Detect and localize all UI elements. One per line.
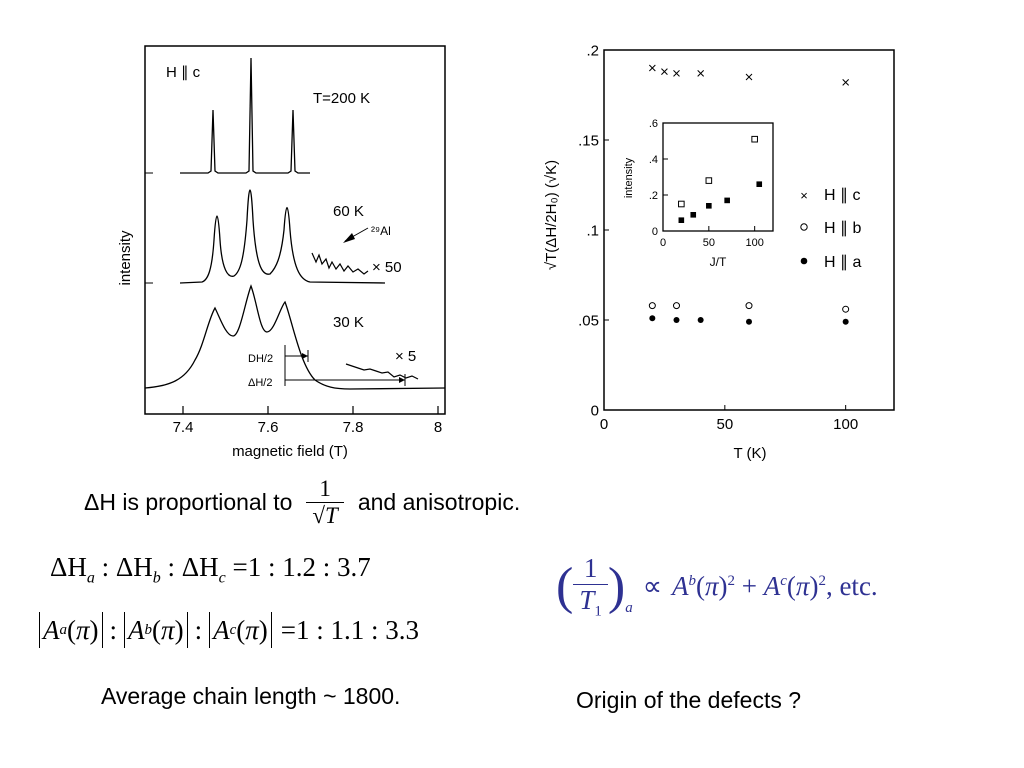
y-axis-label: intensity bbox=[117, 230, 134, 286]
inset-frame bbox=[662, 122, 774, 232]
statement-suffix: and anisotropic. bbox=[357, 488, 521, 515]
x-axis-label: T (K) bbox=[733, 445, 766, 462]
relaxation-rate-formula: ( 1 T1 ) a ∝ Ab(π)2 + Ac(π)2 , etc. bbox=[556, 553, 878, 620]
inset-data-point bbox=[751, 135, 758, 143]
legend: × H ∥ c H ∥ b H ∥ a bbox=[800, 187, 861, 271]
statement-prefix: ΔH is proportional to bbox=[84, 488, 293, 515]
main-y-tick-label: .1 bbox=[586, 222, 599, 239]
legend-label-b: H ∥ b bbox=[824, 220, 861, 237]
main-data-point bbox=[745, 73, 753, 81]
main-x-tick-label: 50 bbox=[716, 416, 733, 433]
inset-data-point bbox=[678, 200, 685, 208]
main-y-tick-label: .15 bbox=[578, 132, 599, 149]
magnification-label: × 50 bbox=[372, 259, 402, 276]
main-data-point bbox=[697, 70, 705, 77]
linewidth-figure: √T(ΔH/2H₀) (√K) T (K) 0.05.1.15.20 50 100 … bbox=[543, 42, 895, 462]
main-y-tick-label: .2 bbox=[586, 42, 599, 59]
origin-question: Origin of the defects ? bbox=[576, 687, 802, 713]
main-data-point bbox=[697, 317, 704, 323]
ratio-symbols: ΔHa : ΔHb : ΔHc bbox=[50, 552, 226, 587]
main-data-point bbox=[842, 79, 850, 86]
x-tick-label: 7.6 bbox=[258, 419, 279, 436]
spectrum-60k-magnified bbox=[311, 252, 369, 275]
ratio-dh-values: =1 : 1.2 : 3.7 bbox=[232, 552, 371, 582]
one-over-sqrt-t: 1 √T bbox=[306, 476, 344, 529]
legend-symbol-c: × bbox=[800, 188, 808, 203]
isotope-arrow-head bbox=[343, 233, 355, 243]
main-data-point bbox=[661, 68, 668, 75]
inset-y-tick-label: 0 bbox=[652, 226, 658, 238]
inset-x-tick-label: 0 bbox=[660, 237, 666, 249]
legend-label-a: H ∥ a bbox=[824, 254, 861, 271]
spectrum-label-60k: 60 K bbox=[333, 203, 364, 220]
x-tick-label: 7.8 bbox=[343, 419, 364, 436]
fraction-denominator: √T bbox=[312, 502, 338, 528]
inset-y-tick-label: .2 bbox=[649, 190, 658, 202]
main-x-tick-label: 100 bbox=[833, 416, 858, 433]
nmr-spectra-figure: 7.4 7.6 7.8 8 magnetic field (T) intensi… bbox=[117, 45, 446, 460]
spectrum-label-30k: 30 K bbox=[333, 314, 364, 331]
main-data-point bbox=[648, 64, 656, 72]
main-data-point bbox=[649, 315, 656, 322]
delta-h-label: ΔH/2 bbox=[248, 377, 272, 389]
spectrum-60k bbox=[179, 189, 386, 284]
main-data-point bbox=[673, 317, 680, 323]
inset-data-point bbox=[690, 212, 697, 218]
inset-x-tick-label: 50 bbox=[703, 237, 715, 249]
inset-data-point bbox=[705, 177, 713, 184]
legend-symbol-a bbox=[800, 257, 808, 265]
inset-y-tick-label: .4 bbox=[649, 154, 658, 166]
spectrum-30k-magnified bbox=[345, 363, 419, 380]
main-data-point bbox=[842, 318, 849, 325]
dh-arrow-head bbox=[302, 353, 308, 359]
main-data-point bbox=[746, 318, 752, 325]
inset-data-point bbox=[756, 181, 763, 187]
x-tick-label: 8 bbox=[434, 419, 442, 436]
main-x-tick-label: 0 bbox=[600, 416, 608, 433]
inset-data-point bbox=[678, 217, 685, 223]
inset-y-tick-label: .6 bbox=[649, 118, 658, 130]
y-axis-label: √T(ΔH/2H₀) (√K) bbox=[543, 160, 560, 270]
spectrum-label-200k: T=200 K bbox=[313, 90, 370, 107]
average-chain-length: Average chain length ~ 1800. bbox=[101, 683, 401, 709]
ratio-a-values: =1 : 1.1 : 3.3 bbox=[280, 614, 420, 645]
dh-label: DH/2 bbox=[248, 353, 273, 365]
spectra-frame bbox=[144, 45, 446, 415]
main-data-point bbox=[842, 305, 850, 313]
inset-data-point bbox=[706, 203, 712, 209]
legend-symbol-b bbox=[800, 223, 808, 231]
magnification-label: × 5 bbox=[395, 348, 416, 365]
x-tick-label: 7.4 bbox=[173, 419, 194, 436]
spectrum-30k bbox=[144, 284, 446, 390]
inset-x-tick-label: 100 bbox=[745, 237, 763, 249]
x-axis-label: magnetic field (T) bbox=[232, 443, 348, 460]
isotope-label: ²⁹Al bbox=[371, 224, 391, 238]
main-y-tick-label: .05 bbox=[578, 312, 599, 329]
proportional-statement: ΔH is proportional to 1 √T and anisotrop… bbox=[84, 462, 520, 542]
delta-h-arrow-head bbox=[399, 377, 405, 383]
legend-label-c: H ∥ c bbox=[824, 187, 860, 204]
main-data-point bbox=[648, 302, 656, 310]
spectrum-200k bbox=[180, 57, 310, 174]
linewidth-ratio-equation: ΔHa : ΔHb : ΔHc =1 : 1.2 : 3.7 bbox=[50, 552, 371, 587]
field-direction-label: H ∥ c bbox=[166, 64, 201, 81]
inset-y-label: intensity bbox=[623, 157, 635, 198]
main-data-point bbox=[673, 70, 680, 77]
main-data-point bbox=[673, 302, 680, 310]
inset-x-label: J/T bbox=[710, 255, 727, 269]
inset-data-point bbox=[724, 197, 730, 204]
fraction-numerator: 1 bbox=[306, 476, 344, 503]
main-data-point bbox=[745, 302, 753, 310]
main-y-tick-label: 0 bbox=[591, 402, 599, 419]
formula-etc: , etc. bbox=[825, 571, 878, 602]
